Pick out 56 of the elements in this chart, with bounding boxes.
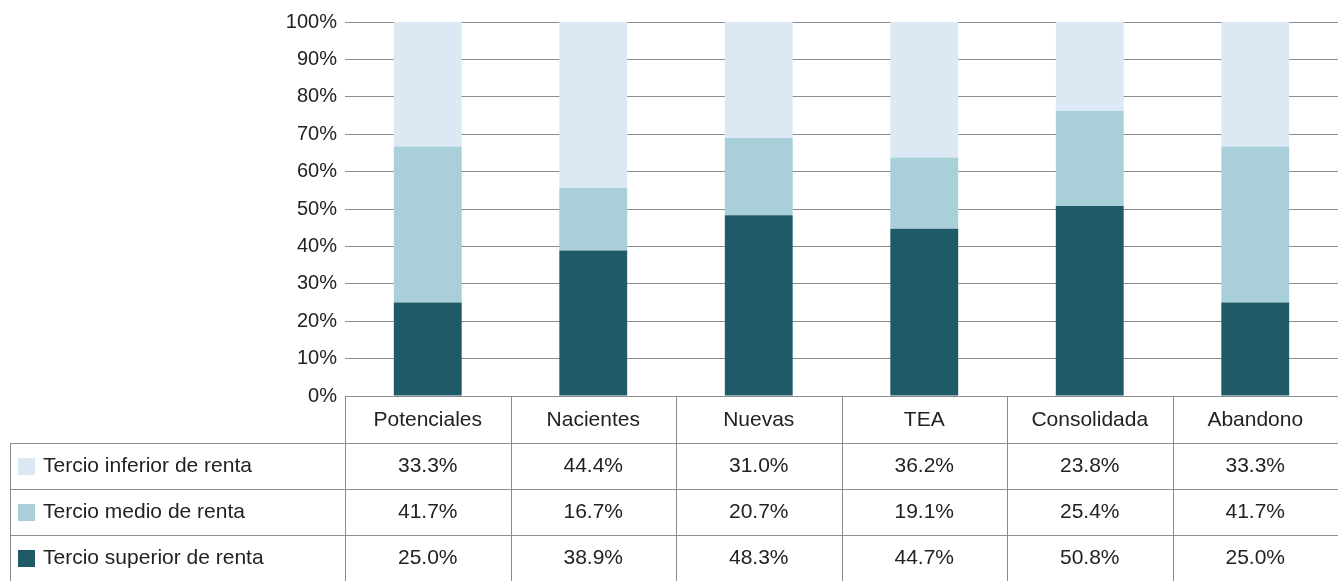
bar bbox=[724, 22, 793, 138]
data-label: 16.7% bbox=[563, 498, 624, 522]
data-label: 25.0% bbox=[397, 544, 458, 568]
y-tick-label: 50% bbox=[296, 196, 338, 219]
bar bbox=[890, 22, 959, 158]
data-label: 19.1% bbox=[894, 498, 955, 522]
data-label: 25.4% bbox=[1059, 498, 1120, 522]
x-tick-label: Nuevas bbox=[723, 407, 795, 431]
bar bbox=[724, 137, 793, 216]
x-tick-label: Consolidada bbox=[1031, 407, 1149, 431]
bar bbox=[393, 146, 462, 303]
y-tick-label: 100% bbox=[285, 9, 338, 32]
bar bbox=[1055, 22, 1124, 112]
data-label: 48.3% bbox=[728, 544, 789, 568]
x-tick-label: Nacientes bbox=[546, 407, 640, 431]
bar bbox=[559, 22, 628, 189]
bar bbox=[393, 22, 462, 147]
x-tick-label: Abandono bbox=[1207, 407, 1304, 431]
bar bbox=[559, 188, 628, 251]
data-label: 33.3% bbox=[1225, 452, 1286, 476]
legend-label: Tercio inferior de renta bbox=[43, 452, 253, 476]
data-label: 38.9% bbox=[563, 544, 624, 568]
bar bbox=[1055, 206, 1124, 396]
data-label: 44.7% bbox=[894, 544, 955, 568]
y-tick-label: 90% bbox=[296, 46, 338, 69]
y-tick-label: 30% bbox=[296, 271, 338, 294]
data-label: 36.2% bbox=[894, 452, 955, 476]
data-label: 50.8% bbox=[1059, 544, 1120, 568]
data-label: 20.7% bbox=[728, 498, 789, 522]
legend-label: Tercio superior de renta bbox=[43, 544, 264, 568]
bar bbox=[1221, 22, 1290, 147]
bar bbox=[1221, 302, 1290, 396]
data-label: 31.0% bbox=[728, 452, 789, 476]
bar bbox=[559, 250, 628, 396]
y-tick-label: 20% bbox=[296, 308, 338, 331]
data-label: 23.8% bbox=[1059, 452, 1120, 476]
bar bbox=[1221, 146, 1290, 303]
data-label: 25.0% bbox=[1225, 544, 1286, 568]
y-tick-label: 60% bbox=[296, 159, 338, 182]
y-tick-label: 0% bbox=[308, 383, 338, 406]
legend-label: Tercio medio de renta bbox=[43, 498, 246, 522]
x-tick-label: TEA bbox=[903, 407, 945, 431]
bar bbox=[724, 215, 793, 396]
bar bbox=[890, 228, 959, 396]
y-tick-label: 80% bbox=[296, 84, 338, 107]
data-label: 33.3% bbox=[397, 452, 458, 476]
bar bbox=[393, 302, 462, 396]
bar bbox=[1055, 111, 1124, 207]
data-label: 41.7% bbox=[1225, 498, 1286, 522]
data-label: 41.7% bbox=[397, 498, 458, 522]
y-tick-label: 40% bbox=[296, 233, 338, 256]
x-tick-label: Potenciales bbox=[373, 407, 483, 431]
data-label: 44.4% bbox=[563, 452, 624, 476]
y-tick-label: 70% bbox=[296, 121, 338, 144]
bar bbox=[890, 157, 959, 229]
y-tick-label: 10% bbox=[296, 346, 338, 369]
